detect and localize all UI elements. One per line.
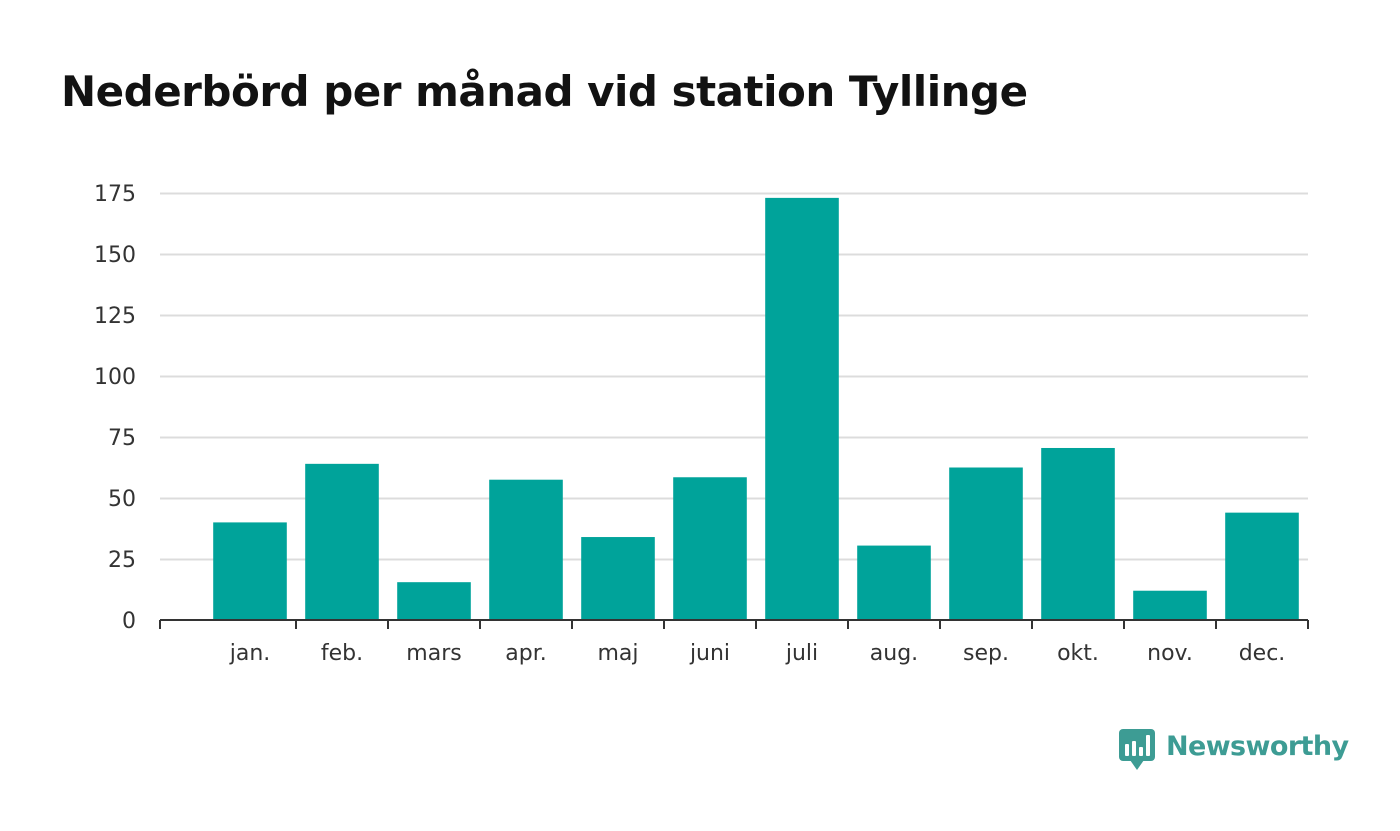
x-tick-label: mars — [406, 641, 461, 666]
bar-sep — [949, 467, 1023, 620]
y-axis-tick-labels: 0 25 50 75 100 125 150 175 — [94, 182, 136, 634]
x-tick-label: nov. — [1147, 641, 1193, 666]
y-tick-label: 75 — [108, 426, 136, 451]
bar-juli — [765, 197, 839, 620]
bar-maj — [581, 537, 655, 620]
y-tick-label: 175 — [94, 182, 136, 207]
bar-nov — [1133, 590, 1207, 620]
bar-feb — [305, 463, 379, 620]
x-tick-label: maj — [597, 641, 638, 666]
bar-chart-speech-bubble-icon — [1119, 729, 1155, 770]
x-tick-label: sep. — [963, 641, 1009, 666]
bar-juni — [673, 477, 747, 620]
x-tick-label: feb. — [321, 641, 363, 666]
brand-logo: Newsworthy — [1118, 728, 1349, 772]
bar-aug — [857, 545, 931, 620]
x-axis-tick-labels: jan. feb. mars apr. maj juni juli aug. sep. okt. n… — [229, 641, 1286, 666]
y-tick-label: 25 — [108, 548, 136, 573]
bar-jan — [213, 522, 287, 620]
brand-name: Newsworthy — [1166, 731, 1349, 762]
bar-apr — [489, 479, 563, 620]
y-tick-label: 50 — [108, 487, 136, 512]
x-tick-label: jan. — [229, 641, 271, 666]
bar-dec — [1225, 512, 1299, 620]
x-tick-label: aug. — [870, 641, 918, 666]
y-tick-label: 100 — [94, 365, 136, 390]
x-tick-label: okt. — [1057, 641, 1099, 666]
x-axis — [159, 619, 1309, 629]
x-tick-label: dec. — [1239, 641, 1286, 666]
x-tick-label: juli — [785, 641, 818, 666]
bar-mars — [397, 582, 471, 620]
x-tick-label: juni — [689, 641, 730, 666]
y-tick-label: 0 — [122, 609, 136, 634]
y-tick-label: 150 — [94, 243, 136, 268]
chart-title: Nederbörd per månad vid station Tyllinge — [61, 67, 1028, 116]
y-tick-label: 125 — [94, 304, 136, 329]
bars — [213, 197, 1299, 620]
bar-okt — [1041, 447, 1115, 620]
x-tick-label: apr. — [505, 641, 546, 666]
